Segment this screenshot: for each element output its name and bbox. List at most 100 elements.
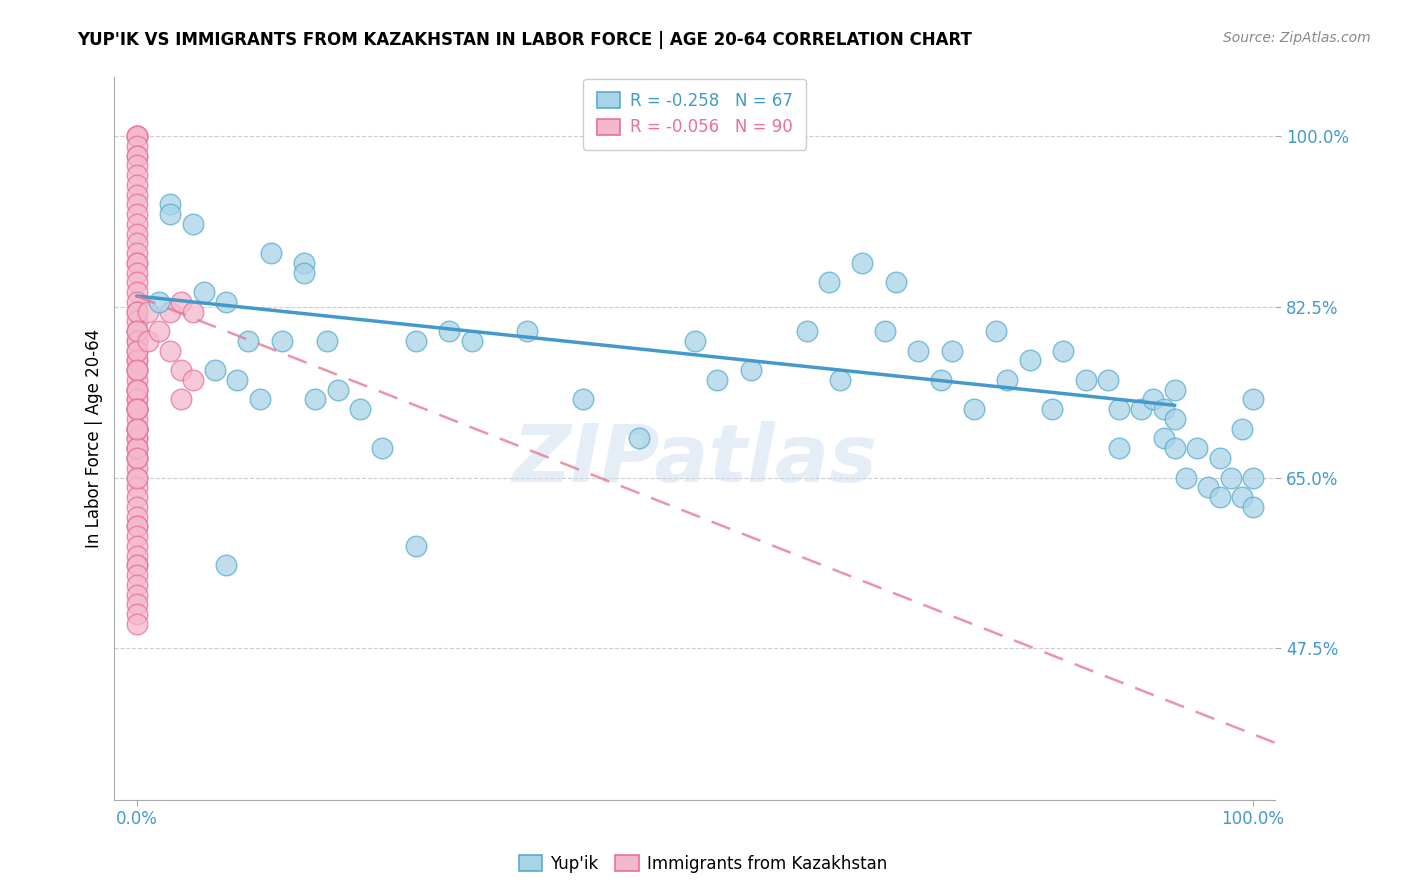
Point [963, 402, 986, 417]
Point [125, 450, 148, 465]
Point [125, 392, 148, 407]
Point [326, 383, 349, 397]
Point [439, 324, 461, 338]
Point [125, 402, 148, 417]
Point [125, 519, 148, 533]
Point [1187, 442, 1209, 456]
Point [125, 256, 148, 270]
Point [148, 324, 170, 338]
Point [125, 549, 148, 563]
Point [159, 304, 181, 318]
Point [125, 450, 148, 465]
Point [125, 519, 148, 533]
Point [270, 334, 292, 348]
Point [125, 256, 148, 270]
Point [238, 334, 260, 348]
Point [125, 529, 148, 543]
Point [204, 363, 226, 377]
Point [125, 568, 148, 582]
Point [125, 442, 148, 456]
Point [125, 422, 148, 436]
Point [125, 432, 148, 446]
Point [683, 334, 706, 348]
Point [181, 217, 204, 231]
Point [170, 392, 193, 407]
Point [1230, 490, 1253, 504]
Point [371, 442, 394, 456]
Point [125, 616, 148, 631]
Point [260, 246, 283, 260]
Point [125, 490, 148, 504]
Point [572, 392, 595, 407]
Point [1164, 412, 1187, 426]
Point [873, 324, 896, 338]
Point [125, 402, 148, 417]
Point [1219, 470, 1241, 484]
Point [125, 314, 148, 328]
Point [125, 363, 148, 377]
Point [125, 324, 148, 338]
Point [907, 343, 929, 358]
Point [125, 363, 148, 377]
Point [818, 276, 841, 290]
Point [159, 343, 181, 358]
Point [1197, 480, 1219, 494]
Point [125, 470, 148, 484]
Point [125, 343, 148, 358]
Point [125, 168, 148, 182]
Point [125, 500, 148, 514]
Point [181, 373, 204, 387]
Point [148, 294, 170, 309]
Point [1018, 353, 1040, 368]
Point [159, 207, 181, 221]
Point [215, 294, 238, 309]
Point [125, 470, 148, 484]
Text: Source: ZipAtlas.com: Source: ZipAtlas.com [1223, 31, 1371, 45]
Point [125, 266, 148, 280]
Point [125, 324, 148, 338]
Point [1241, 500, 1264, 514]
Point [125, 353, 148, 368]
Point [516, 324, 538, 338]
Point [1074, 373, 1097, 387]
Point [125, 138, 148, 153]
Point [628, 432, 651, 446]
Legend: R = -0.258   N = 67, R = -0.056   N = 90: R = -0.258 N = 67, R = -0.056 N = 90 [583, 78, 807, 150]
Point [125, 402, 148, 417]
Point [226, 373, 249, 387]
Point [1241, 470, 1264, 484]
Point [125, 304, 148, 318]
Point [125, 432, 148, 446]
Point [740, 363, 762, 377]
Point [929, 373, 952, 387]
Text: ZIPatlas: ZIPatlas [512, 421, 877, 500]
Point [706, 373, 728, 387]
Point [125, 480, 148, 494]
Point [884, 276, 907, 290]
Point [136, 304, 159, 318]
Point [1230, 422, 1253, 436]
Point [125, 276, 148, 290]
Point [125, 412, 148, 426]
Point [125, 422, 148, 436]
Point [125, 128, 148, 143]
Point [851, 256, 873, 270]
Point [181, 304, 204, 318]
Point [125, 217, 148, 231]
Point [125, 373, 148, 387]
Point [125, 539, 148, 553]
Point [125, 334, 148, 348]
Point [460, 334, 482, 348]
Point [193, 285, 215, 299]
Point [1052, 343, 1074, 358]
Point [125, 285, 148, 299]
Point [125, 148, 148, 162]
Point [125, 246, 148, 260]
Point [125, 353, 148, 368]
Point [1108, 442, 1130, 456]
Point [997, 373, 1019, 387]
Point [1208, 450, 1230, 465]
Point [125, 402, 148, 417]
Text: YUP'IK VS IMMIGRANTS FROM KAZAKHSTAN IN LABOR FORCE | AGE 20-64 CORRELATION CHAR: YUP'IK VS IMMIGRANTS FROM KAZAKHSTAN IN … [77, 31, 972, 49]
Point [986, 324, 1008, 338]
